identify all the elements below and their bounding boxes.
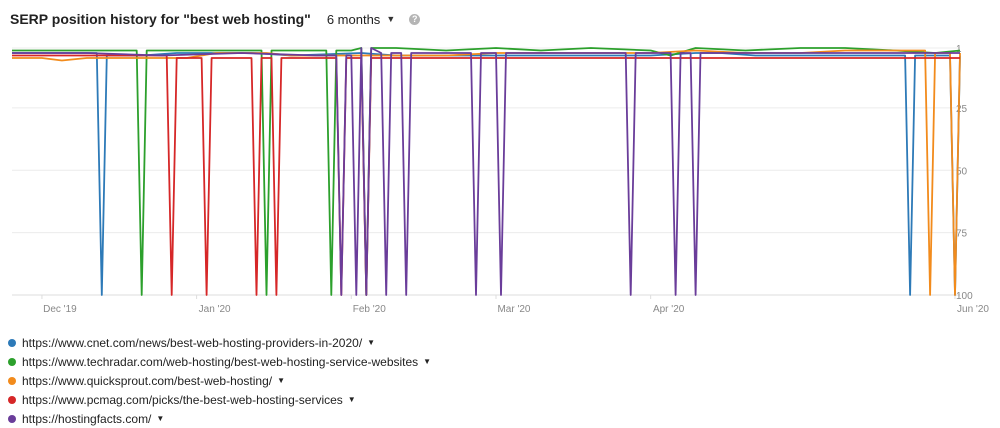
y-tick-label: 1 (956, 44, 962, 55)
series-line-2 (12, 47, 961, 296)
caret-down-icon[interactable]: ▼ (423, 357, 432, 366)
y-tick-label: 75 (956, 229, 968, 240)
legend-dot-icon (8, 395, 16, 404)
series-line-5 (12, 47, 960, 296)
legend-label: https://hostingfacts.com/ (22, 411, 152, 426)
x-tick-label: Mar '20 (497, 304, 530, 315)
legend-dot-icon (8, 357, 16, 366)
caret-down-icon[interactable]: ▼ (277, 376, 286, 385)
series-line-1 (12, 52, 961, 296)
x-tick-label: Feb '20 (353, 304, 386, 315)
y-tick-label: 100 (956, 291, 973, 302)
x-tick-label: Dec '19 (43, 304, 77, 315)
legend-dot-icon (8, 338, 16, 347)
y-tick-label: 50 (956, 166, 968, 177)
x-tick-label: Apr '20 (653, 304, 685, 315)
serp-line-chart: 1 25 50 75 100 Dec '19 Jan '20 Feb '20 Mar '20 Ap… (12, 44, 989, 315)
chart-title: SERP position history for "best web host… (10, 11, 311, 27)
legend-item[interactable]: https://hostingfacts.com/ ▼ (8, 409, 431, 428)
legend-label: https://www.techradar.com/web-hosting/be… (22, 354, 419, 369)
legend-item[interactable]: https://www.quicksprout.com/best-web-hos… (8, 371, 431, 390)
period-label: 6 months (326, 11, 381, 27)
chart-header: SERP position history for "best web host… (10, 9, 421, 29)
y-tick-label: 25 (956, 104, 968, 115)
legend-item[interactable]: https://www.techradar.com/web-hosting/be… (8, 352, 431, 371)
legend-label: https://www.pcmag.com/picks/the-best-web… (22, 392, 343, 407)
legend-item[interactable]: https://www.cnet.com/news/best-web-hosti… (8, 333, 431, 352)
caret-down-icon[interactable]: ▼ (347, 395, 356, 404)
legend-dot-icon (8, 376, 16, 385)
series-line-4 (12, 54, 960, 296)
legend-label: https://www.quicksprout.com/best-web-hos… (22, 373, 273, 388)
chart-legend: https://www.cnet.com/news/best-web-hosti… (8, 333, 431, 428)
caret-down-icon[interactable]: ▼ (367, 338, 376, 347)
legend-item[interactable]: https://www.pcmag.com/picks/the-best-web… (8, 390, 431, 409)
caret-down-icon: ▼ (386, 14, 396, 24)
question-mark-icon[interactable]: ? (409, 13, 421, 25)
legend-label: https://www.cnet.com/news/best-web-hosti… (22, 335, 363, 350)
legend-dot-icon (8, 414, 16, 423)
series-line-3 (12, 49, 961, 296)
period-dropdown[interactable]: 6 months ▼ (327, 12, 395, 27)
x-tick-label: Jan '20 (199, 304, 231, 315)
x-tick-label: Jun '20 (957, 304, 989, 315)
caret-down-icon[interactable]: ▼ (156, 414, 165, 423)
